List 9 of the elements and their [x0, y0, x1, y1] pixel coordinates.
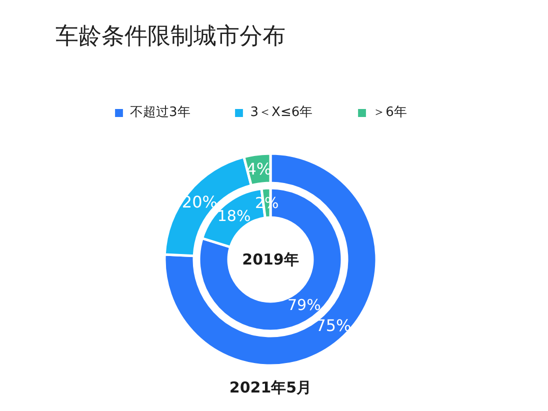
- data-label: 79%: [287, 296, 321, 314]
- chart-title: 车龄条件限制城市分布: [56, 24, 286, 50]
- data-label: 75%: [316, 316, 352, 336]
- legend-label: ＞6年: [372, 104, 407, 121]
- data-label: 18%: [217, 207, 251, 226]
- slice-label: 2019年: [242, 250, 299, 268]
- slice-label: 2021年5月: [229, 378, 312, 396]
- legend-label: 不超过3年: [130, 104, 190, 121]
- legend-label: 3＜X≤6年: [250, 104, 313, 121]
